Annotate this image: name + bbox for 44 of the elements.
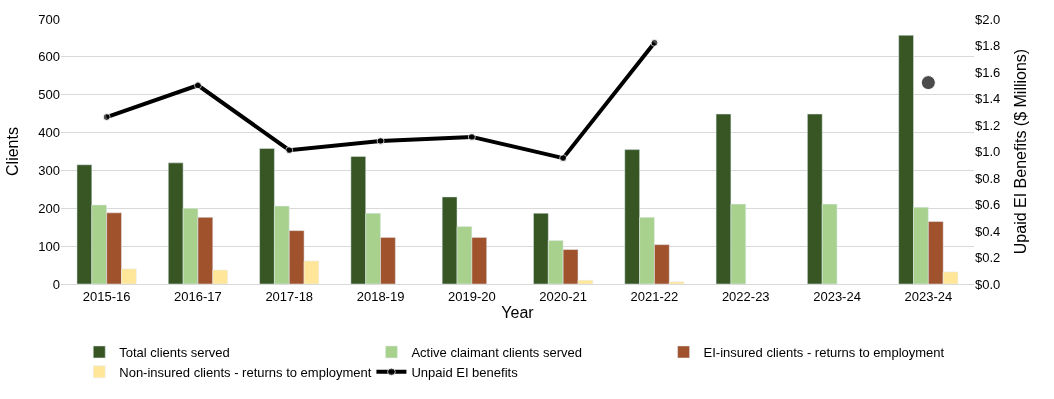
x-tick-label: 2023-24 <box>904 288 953 304</box>
point <box>650 38 659 47</box>
x-tick-label: 2015-16 <box>82 288 131 304</box>
x-tick-label: 2022-23 <box>721 288 770 304</box>
x-tick-label: 2019-20 <box>447 288 496 304</box>
point <box>376 136 385 145</box>
y2-tick-label: $1.0 <box>975 144 1001 160</box>
legend-label: Active claimant clients served <box>411 345 582 361</box>
x-tick-label: 2020-21 <box>539 288 588 304</box>
y-tick-label: 500 <box>38 87 60 103</box>
y-tick-label: 200 <box>38 200 60 216</box>
point <box>102 113 111 122</box>
point <box>559 154 568 163</box>
x-tick-label: 2023-24 <box>813 288 861 304</box>
point <box>285 146 294 155</box>
x-tick-label: 2016-17 <box>174 288 222 304</box>
x-tick-label: 2017-18 <box>265 288 314 304</box>
y-tick-label: 300 <box>38 162 60 178</box>
x-axis-title: Year <box>501 304 535 322</box>
y2-tick-label: $0.0 <box>975 276 1001 292</box>
y2-tick-label: $1.4 <box>975 91 1001 107</box>
legend-label: Non-insured clients - returns to employment <box>119 364 372 380</box>
y2-tick-label: $1.6 <box>975 64 1001 80</box>
legend-label: Total clients served <box>119 345 230 361</box>
y2-tick-label: $0.2 <box>975 250 1001 266</box>
y-tick-label: 100 <box>38 238 60 254</box>
legend-label: Unpaid EI benefits <box>411 364 519 380</box>
point <box>467 132 476 141</box>
legend-label: EI-insured clients - returns to employment <box>703 345 945 361</box>
y2-tick-label: $0.8 <box>975 170 1001 186</box>
x-tick-label: 2018-19 <box>356 288 405 304</box>
y-tick-label: 400 <box>38 125 60 141</box>
y-tick-label: 700 <box>38 11 60 27</box>
y2-tick-label: $0.4 <box>975 223 1001 239</box>
y2-tick-label: $1.8 <box>975 38 1001 54</box>
y2-tick-label: $2.0 <box>975 11 1001 27</box>
y-tick-label: 0 <box>52 276 60 292</box>
y-tick-label: 600 <box>38 49 60 65</box>
y2-tick-label: $0.6 <box>975 197 1001 213</box>
y2-tick-label: $1.2 <box>975 117 1001 133</box>
y2-axis-title: Upaid EI Benefits ($ Millions) <box>1012 48 1030 255</box>
point <box>193 81 202 90</box>
y-axis-title: Clients <box>4 127 22 176</box>
x-tick-label: 2021-22 <box>630 288 679 304</box>
